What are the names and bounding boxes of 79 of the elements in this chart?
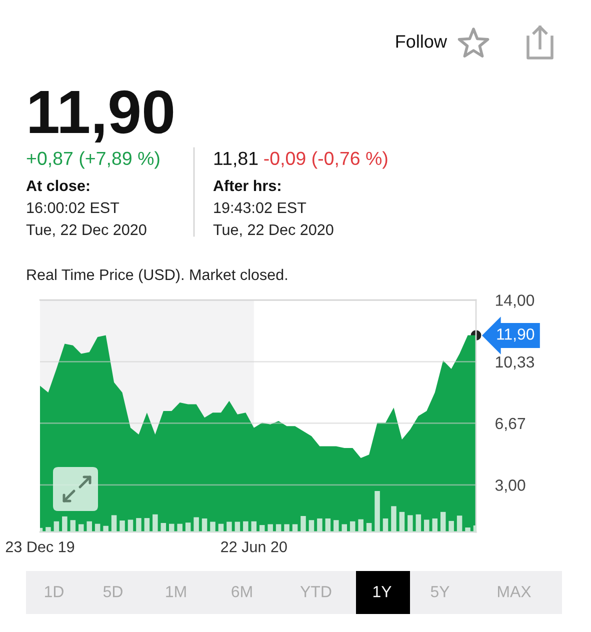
bar: [103, 526, 108, 532]
x-tick-label: 23 Dec 19: [6, 541, 74, 552]
bar: [374, 491, 380, 532]
bar: [424, 520, 430, 532]
bar: [120, 520, 125, 532]
text: 11,90: [30, 90, 174, 142]
bar: [342, 524, 348, 532]
y-tick-label: 3,00: [495, 480, 526, 493]
bar: [243, 521, 248, 532]
bar: [292, 524, 298, 532]
chart-subtitle: Real Time Price (USD). Market closed.: [27, 268, 287, 284]
bar: [226, 522, 232, 532]
text: +0,87 (+7,89 %): [26, 151, 160, 169]
bar: [448, 520, 454, 532]
bar: [308, 520, 314, 532]
bar: [416, 514, 422, 532]
bar: [185, 522, 191, 532]
bar: [325, 518, 331, 532]
bar: [334, 520, 339, 532]
bar: [284, 524, 290, 532]
bar: [210, 522, 216, 532]
y-tick-label: 10,33: [496, 356, 534, 370]
bar: [202, 518, 208, 532]
bar: [218, 524, 224, 532]
x-tick-label: 22 Jun 20: [221, 541, 287, 552]
text: 6M: [232, 586, 252, 598]
bar: [177, 524, 182, 532]
bar: [160, 522, 166, 532]
text: Tue, 22 Dec 2020: [26, 224, 146, 237]
bar: [366, 522, 372, 532]
bar: [465, 527, 470, 532]
bar: [268, 524, 273, 532]
bar: [128, 520, 134, 532]
bar: [259, 525, 265, 532]
bar: [86, 521, 92, 532]
bar: [144, 518, 150, 532]
bar: [94, 524, 100, 532]
text: After hrs:: [213, 180, 280, 192]
bar: [234, 522, 240, 532]
text: 5Y: [430, 586, 450, 598]
bar: [399, 512, 405, 532]
bar: [46, 527, 51, 532]
y-tick-label: 6,67: [496, 418, 526, 432]
text: MAX: [498, 586, 531, 598]
text: 1Y: [373, 586, 392, 598]
bar: [350, 521, 356, 532]
text: -0,09 (-0,76 %): [264, 151, 388, 169]
text: 11,90: [497, 328, 534, 342]
bar: [152, 514, 158, 532]
bar: [408, 515, 413, 532]
text: 16:00:02 EST: [27, 202, 120, 214]
bar: [440, 512, 446, 532]
bar: [194, 517, 199, 532]
text: Tue, 22 Dec 2020: [213, 224, 334, 237]
bar: [70, 520, 76, 532]
bar: [382, 518, 388, 532]
bar: [317, 518, 322, 532]
y-tick-label: 14,00: [496, 294, 534, 308]
text: 19:43:02 EST: [214, 202, 306, 214]
bar: [276, 524, 282, 532]
bar: [358, 519, 364, 532]
bar: [136, 518, 142, 532]
text: 1M: [166, 586, 186, 598]
text: Follow: [396, 34, 448, 48]
text: 5D: [103, 586, 122, 598]
bar: [62, 516, 68, 532]
bar: [54, 521, 60, 532]
bar: [168, 524, 174, 532]
bar: [251, 521, 257, 532]
text: 11,81: [214, 152, 258, 168]
text: At close:: [26, 180, 90, 192]
bar: [78, 524, 84, 532]
bar: [300, 516, 306, 532]
bar: [391, 506, 396, 532]
bar: [456, 516, 462, 532]
text: 1D: [45, 586, 64, 598]
bar: [432, 518, 438, 532]
bar: [111, 515, 117, 532]
text: YTD: [300, 586, 332, 598]
